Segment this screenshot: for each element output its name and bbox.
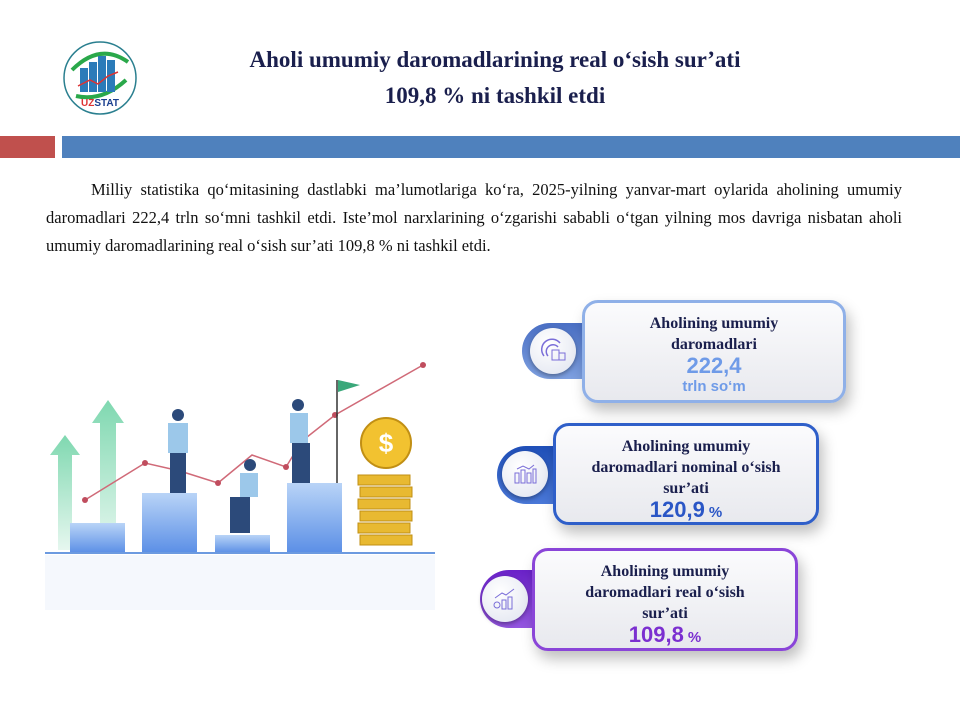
growth-illustration: $ xyxy=(45,362,435,610)
svg-text:$: $ xyxy=(379,428,394,458)
title-line-1: Aholi umumiy daromadlarining real o‘sish… xyxy=(249,47,741,72)
blue-accent-bar xyxy=(62,136,960,158)
card-1-value: 222,4 xyxy=(686,353,742,378)
svg-text:UZSTAT: UZSTAT xyxy=(81,98,119,109)
card-total-income: Aholining umumiy daromadlari 222,4 trln … xyxy=(582,300,846,403)
title-line-2: 109,8 % ni tashkil etdi xyxy=(384,83,606,108)
card-2-value: 120,9 xyxy=(649,497,705,522)
uzstat-logo: UZSTAT xyxy=(63,41,137,115)
card-1-unit: trln so‘m xyxy=(682,378,746,395)
card-nominal-growth: Aholining umumiy daromadlari nominal o‘s… xyxy=(553,423,819,525)
card-3-label: Aholining umumiy daromadlari real o‘sish… xyxy=(585,563,745,622)
card-3-value: 109,8 xyxy=(628,622,684,647)
card-1-label: Aholining umumiy daromadlari xyxy=(649,315,779,353)
card-2-label: Aholining umumiy daromadlari nominal o‘s… xyxy=(591,438,781,497)
card-3-unit: % xyxy=(687,629,702,646)
card-real-growth: Aholining umumiy daromadlari real o‘sish… xyxy=(532,548,798,651)
red-accent-bar xyxy=(0,136,55,158)
page-title: Aholi umumiy daromadlarining real o‘sish… xyxy=(160,42,830,114)
card-2-unit: % xyxy=(708,504,723,521)
description-paragraph: Milliy statistika qo‘mitasining dastlabk… xyxy=(46,180,902,255)
coins-icon xyxy=(530,328,576,374)
bar-chart-icon xyxy=(502,451,548,497)
growth-chart-icon xyxy=(482,576,528,622)
